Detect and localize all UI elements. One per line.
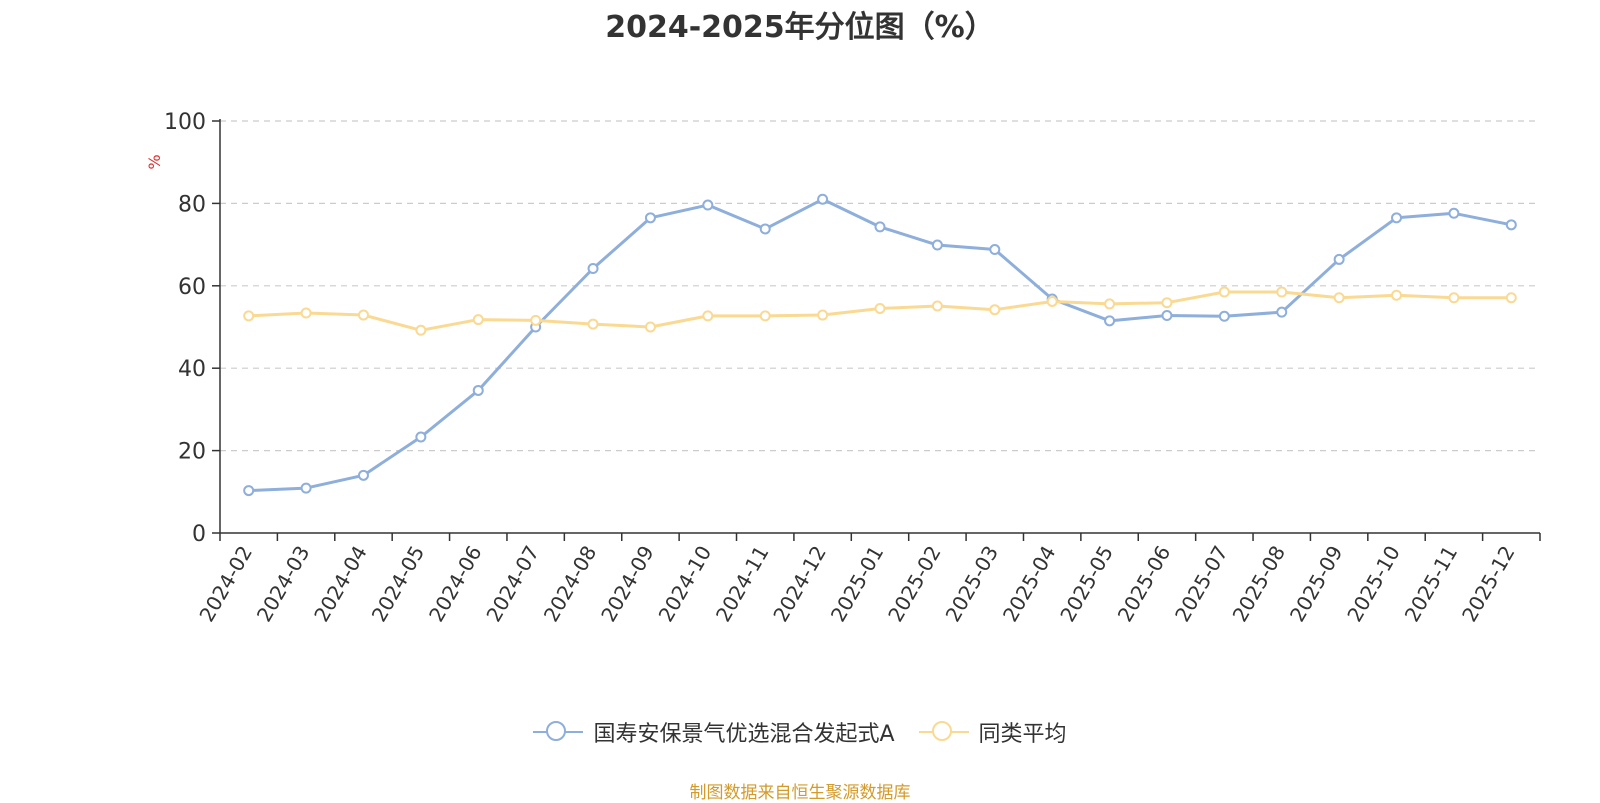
data-point [702,310,714,322]
grid-lines [220,120,1540,452]
data-point [472,384,484,396]
data-point [817,193,829,205]
x-tick-label: 2024-11 [711,542,774,626]
x-tick-label: 2024-02 [194,542,257,626]
y-tick-label: 40 [178,357,206,382]
x-tick-label: 2024-07 [481,542,544,626]
x-tick-label: 2025-03 [941,542,1004,626]
x-tick-label: 2025-07 [1170,542,1233,626]
legend-marker-icon [918,720,969,744]
series-line [247,197,1513,493]
legend-label: 同类平均 [978,722,1067,747]
data-point [702,199,714,211]
data-point [415,324,427,336]
data-point [1276,306,1288,318]
data-point [874,302,886,314]
data-point [300,482,312,494]
x-tick-label: 2025-10 [1342,542,1405,626]
data-point [931,300,943,312]
data-point [357,469,369,481]
data-point [587,318,599,330]
data-point [874,221,886,233]
data-point [1333,253,1345,265]
y-tick-label: 60 [178,275,206,300]
data-point [1104,315,1116,327]
legend-marker-icon [533,720,584,744]
data-point [587,262,599,274]
data-point [989,304,1001,316]
x-tick-label: 2024-09 [596,542,659,626]
x-tick-label: 2025-04 [998,542,1061,626]
data-point [1391,212,1403,224]
y-tick-label: 80 [178,192,206,217]
line-chart: 0 20 40 60 80 100 2024-022024-032024-042024-05… [145,110,1541,626]
data-point [817,309,829,321]
data-point [243,485,255,497]
data-point [1218,286,1230,298]
x-tick-label: 2025-11 [1400,542,1463,626]
y-tick-label: 100 [164,110,206,135]
data-point [243,310,255,322]
y-axis-label: % [145,154,164,169]
data-point [644,321,656,333]
y-tick-label: 20 [178,440,206,465]
x-tick-label: 2024-03 [252,542,315,626]
series-1 [243,286,1517,336]
y-tick-label: 0 [192,522,206,547]
x-tick-label: 2024-05 [367,542,430,626]
data-point [472,314,484,326]
x-tick-label: 2024-04 [309,542,372,626]
data-point [1046,295,1058,307]
data-point [1218,310,1230,322]
source-note: 制图数据来自恒生聚源数据库 [689,783,911,803]
data-point [1391,289,1403,301]
data-point [530,314,542,326]
series-layer [243,193,1517,497]
data-point [1333,292,1345,304]
legend: 国寿安保景气优选混合发起式A 同类平均 [0,716,1600,748]
data-point [644,212,656,224]
x-tick-label: 2024-08 [539,542,602,626]
data-point [1276,286,1288,298]
x-tick-label: 2025-02 [883,542,946,626]
x-tick-label: 2025-08 [1227,542,1290,626]
x-tick-label: 2025-06 [1113,542,1176,626]
data-point [759,223,771,235]
legend-item-fund[interactable]: 国寿安保景气优选混合发起式A [533,716,895,748]
x-tick-label: 2024-10 [654,542,717,626]
data-point [759,310,771,322]
data-point [357,309,369,321]
data-point [415,431,427,443]
legend-item-category-average[interactable]: 同类平均 [918,716,1067,748]
x-tick-label: 2024-06 [424,542,487,626]
data-point [1505,292,1517,304]
x-tick-label: 2024-12 [768,542,831,626]
data-point [989,244,1001,256]
data-point [1161,309,1173,321]
x-tick-label: 2025-01 [826,542,889,626]
data-point [1505,219,1517,231]
legend-label: 国寿安保景气优选混合发起式A [593,722,895,747]
data-point [1448,207,1460,219]
x-tick-label: 2025-12 [1457,542,1520,626]
x-tick-label: 2025-09 [1285,542,1348,626]
data-point [1104,298,1116,310]
data-point [1161,297,1173,309]
data-point [1448,292,1460,304]
data-point [931,239,943,251]
data-point [300,307,312,319]
x-tick-label: 2025-05 [1055,542,1118,626]
chart-title: 2024-2025年分位图（%） [605,10,995,45]
